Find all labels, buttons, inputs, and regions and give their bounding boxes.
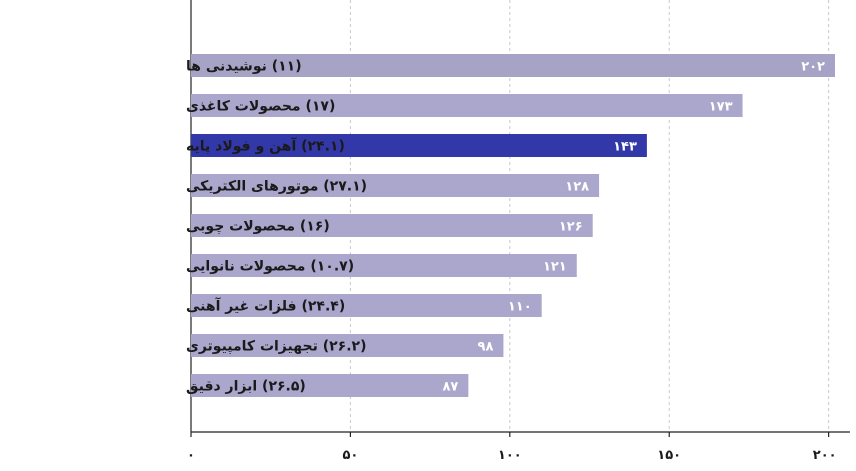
category-label: (۱۰.۷) محصولات نانوایی [186, 259, 354, 275]
tick-label: ۵۰ [342, 448, 358, 463]
bar [191, 134, 647, 157]
bar [191, 294, 542, 317]
bar [191, 174, 600, 197]
category-label: (۲۷.۱) موتورهای الکتریکی [186, 179, 367, 195]
bar [191, 214, 593, 237]
data-label: ۱۲۶ [559, 220, 583, 235]
tick-label: ۲۰۰ [813, 448, 837, 463]
category-label: (۲۶.۲) تجهیزات کامپیوتری [186, 339, 366, 355]
x-ticks: ۰ ۵۰ ۱۰۰ ۱۵۰ ۲۰۰ [187, 432, 837, 463]
category-label: (۲۴.۱) آهن و فولاد پایه [186, 137, 345, 155]
bar [191, 374, 469, 397]
bar [191, 94, 743, 117]
bar [191, 54, 835, 77]
bars: ۲۰۲ (۱۱) نوشیدنی ها ۱۷۳ (۱۷) محصولات کاغذی ۱… [186, 54, 835, 397]
bar [191, 254, 577, 277]
tick-label: ۰ [187, 448, 195, 463]
bar [191, 334, 504, 357]
data-label: ۹۸ [478, 340, 494, 355]
tick-label: ۱۰۰ [498, 448, 522, 463]
category-label: (۲۴.۴) فلزات غیر آهنی [186, 297, 345, 315]
category-label: (۱۶) محصولات چوبی [186, 219, 330, 235]
data-label: ۱۴۳ [613, 140, 637, 155]
data-label: ۱۲۸ [565, 180, 589, 195]
data-label: ۸۷ [442, 380, 458, 395]
tick-label: ۱۵۰ [657, 448, 681, 463]
category-label: (۲۶.۵) ابزار دقیق [186, 379, 306, 395]
category-label: (۱۷) محصولات کاغذی [186, 99, 335, 115]
data-label: ۲۰۲ [801, 60, 825, 75]
data-label: ۱۱۰ [508, 300, 532, 315]
data-label: ۱۷۳ [709, 100, 733, 115]
data-label: ۱۲۱ [543, 260, 567, 275]
category-label: (۱۱) نوشیدنی ها [186, 59, 302, 75]
